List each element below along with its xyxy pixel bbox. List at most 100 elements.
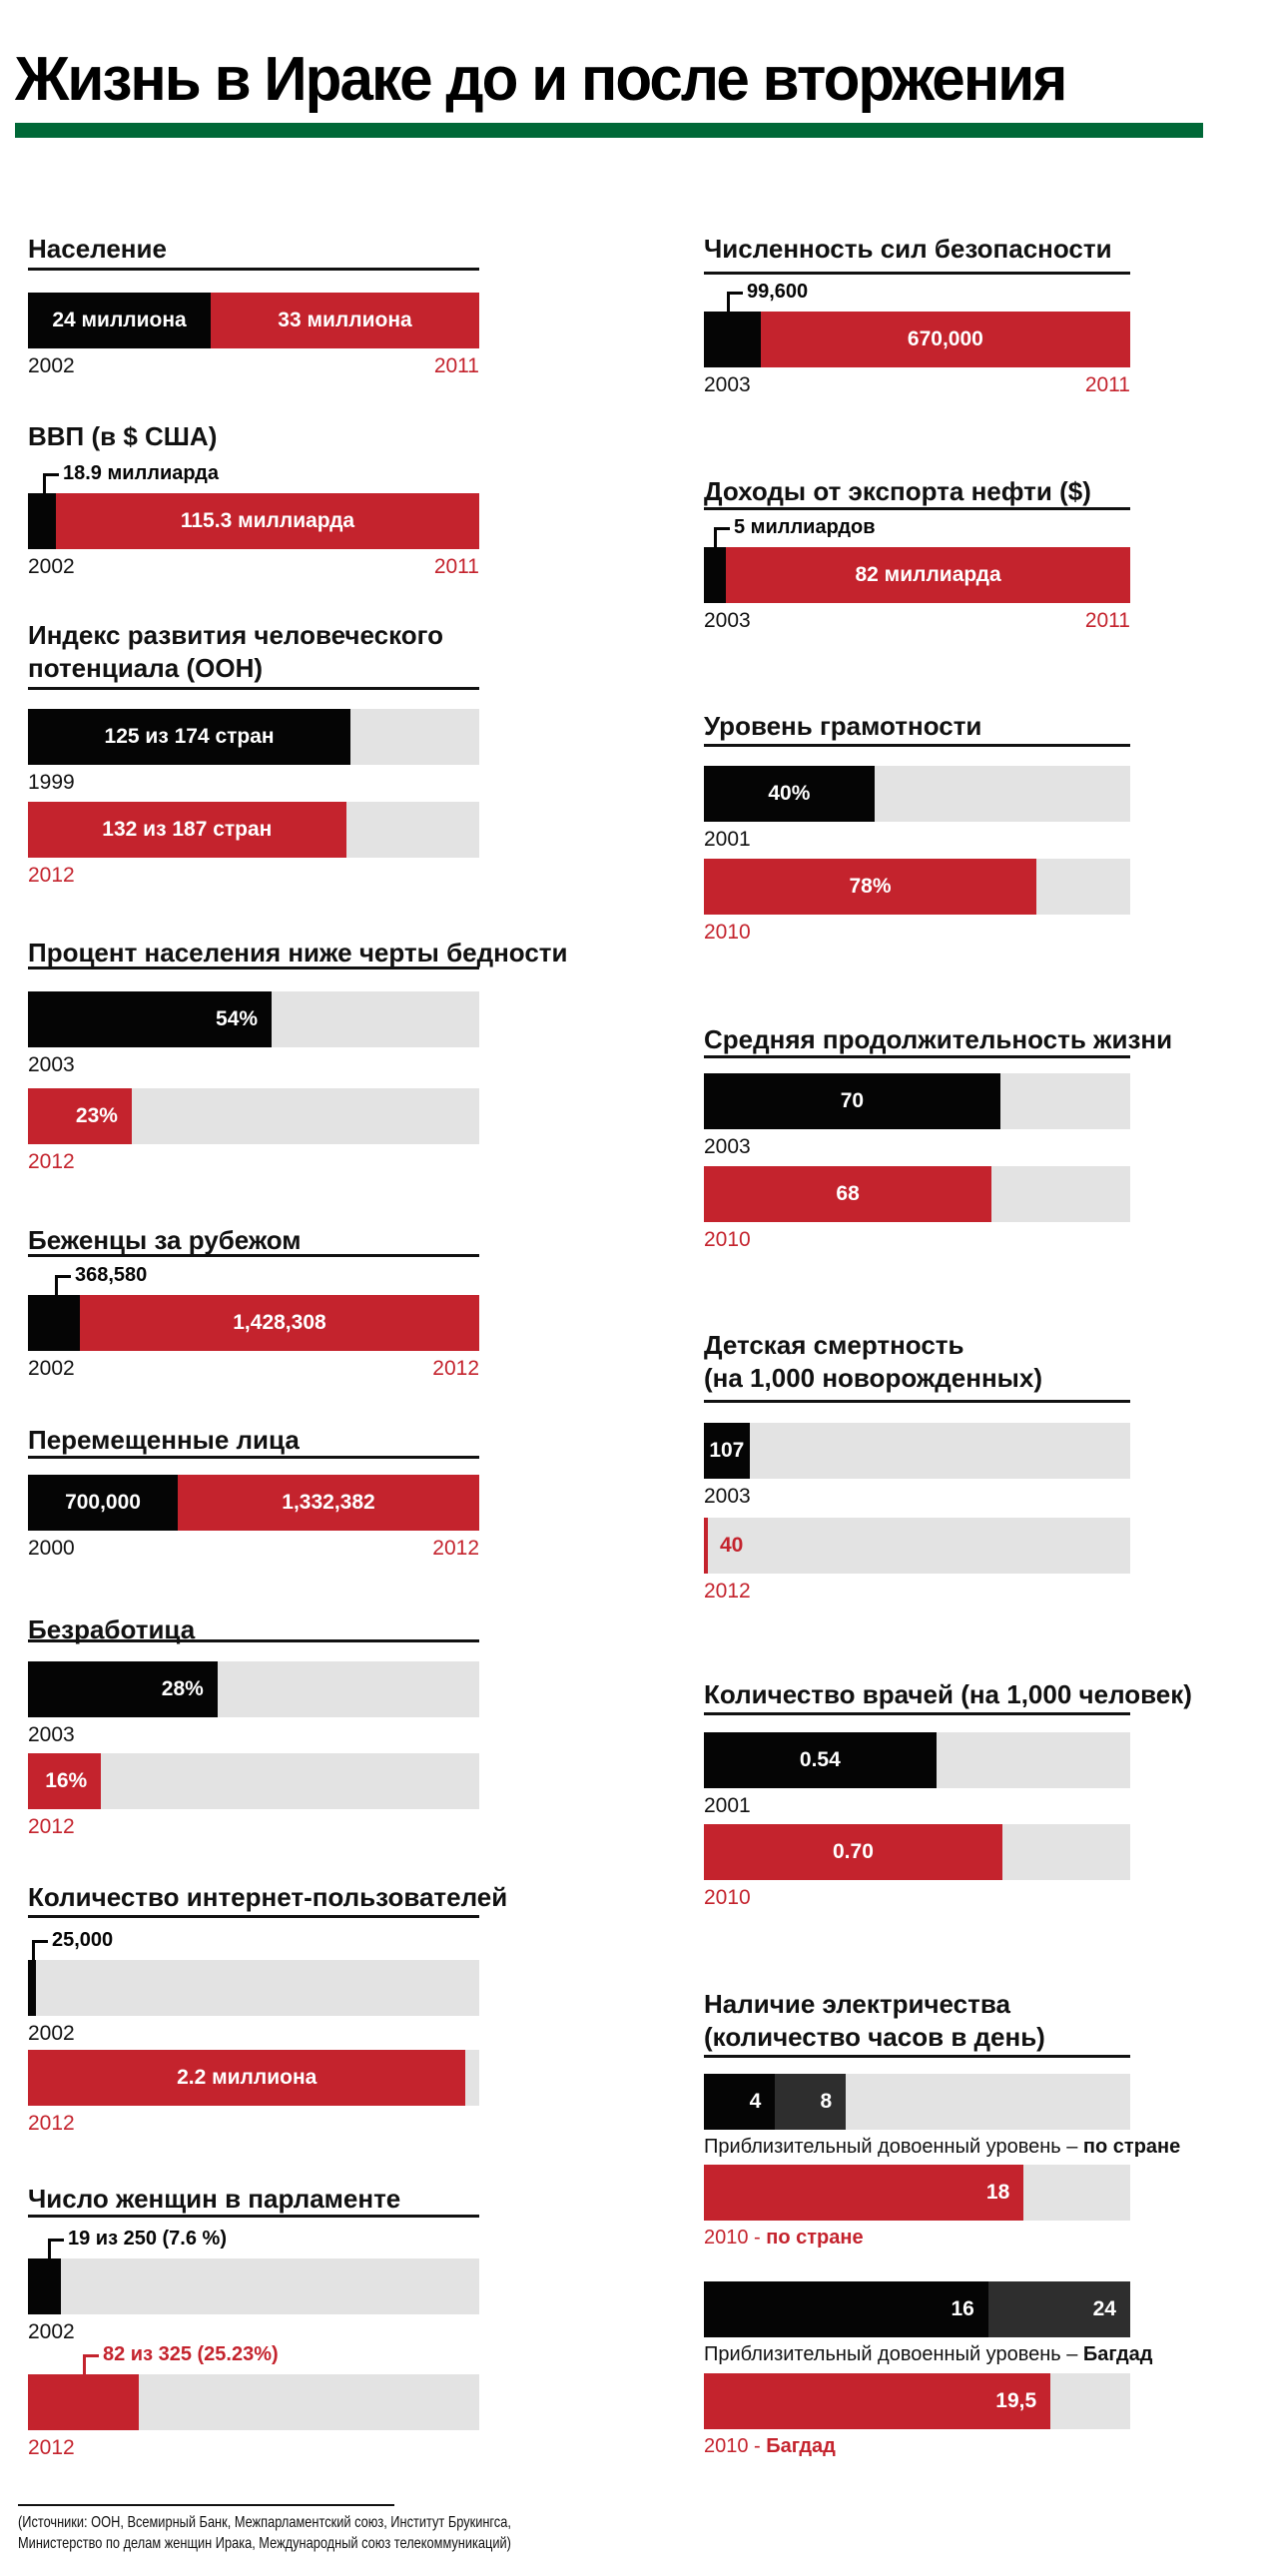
year-label: 2010 - по стране [704, 2227, 864, 2249]
callout-bracket [48, 2239, 64, 2258]
bar-value-label: 68 [836, 1182, 860, 1205]
caption-bold-part: по стране [766, 2227, 864, 2249]
bar-value-label: 40% [768, 782, 811, 805]
bar-value-label: 82 миллиарда [855, 563, 1001, 586]
bar-value-label: 19,5 [995, 2389, 1037, 2412]
bar-segment [28, 2374, 139, 2430]
callout-label: 18.9 миллиарда [63, 462, 219, 484]
section-title-rule [28, 2215, 479, 2218]
bar-row: 115.3 миллиарда [28, 493, 479, 549]
bar-fill-group: 16 24 [704, 2281, 1130, 2337]
callout-label: 19 из 250 (7.6 %) [68, 2228, 227, 2250]
section-title-rule [704, 1400, 1130, 1403]
section-title: Детская смертность (на 1,000 новорожденны… [704, 1330, 1042, 1393]
year-label-right: 2011 [433, 354, 479, 377]
bar-fill-group: 68 [704, 1166, 1130, 1222]
title-underline-bar [15, 123, 1203, 138]
year-label: 2003 [704, 609, 751, 632]
year-label: 2001 [704, 828, 751, 851]
bar-row: 78% [704, 859, 1130, 915]
footer-divider [18, 2504, 394, 2506]
bar-row: 0.70 [704, 1824, 1130, 1880]
bar-segment [28, 1960, 37, 2016]
bar-fill-group: 28% [28, 1661, 479, 1717]
section-title: Беженцы за рубежом [28, 1225, 302, 1255]
caption-bold-part: по стране [1082, 2136, 1181, 2158]
year-label-right: 2011 [433, 555, 479, 578]
bar-segment: 82 миллиарда [726, 547, 1130, 603]
bar-value-label: 18 [985, 2181, 1010, 2204]
bar-segment [28, 493, 57, 549]
section-title: Численность сил безопасности [704, 234, 1112, 264]
section-title-rule [704, 2055, 1130, 2058]
year-label: 2003 [704, 1135, 751, 1158]
bar-value-label: 1,332,382 [282, 1491, 375, 1514]
bar-segment: 1,332,382 [178, 1475, 479, 1531]
bar-fill-group: 23% [28, 1088, 479, 1144]
bar-value-label: 107 [709, 1439, 745, 1462]
bar-value-label: 70 [840, 1089, 865, 1112]
bar-fill-group: 700,000 1,332,382 [28, 1475, 479, 1531]
bar-row: 54% [28, 991, 479, 1047]
bar-segment: 2.2 миллиона [28, 2050, 466, 2106]
callout-bracket [32, 1940, 48, 1960]
bar-segment: 24 миллиона [28, 293, 212, 348]
bar-segment: 4 [704, 2074, 776, 2130]
bar-value-label-outside: 40 [720, 1534, 744, 1557]
section-title-rule [28, 1639, 479, 1642]
footer-sources: (Источники: ООН, Всемирный Банк, Межпарл… [18, 2512, 511, 2554]
year-label: 2003 [704, 373, 751, 396]
section-title: Число женщин в парламенте [28, 2184, 401, 2214]
bar-value-label: 28% [161, 1677, 204, 1700]
year-label: 2003 [28, 1053, 75, 1076]
year-label: 2010 [704, 921, 751, 944]
bar-segment: 132 из 187 стран [28, 802, 346, 858]
caption-bold-part: Багдад [1082, 2343, 1153, 2365]
section-title: Доходы от экспорта нефти ($) [704, 476, 1091, 506]
section-title: ВВП (в $ США) [28, 421, 218, 451]
bar-value-label: 132 из 187 стран [102, 818, 273, 841]
bar-segment: 40% [704, 766, 875, 822]
section-title: Количество интернет-пользователей [28, 1882, 508, 1912]
bar-fill-group: 82 миллиарда [704, 547, 1130, 603]
bar-row: 40% [704, 766, 1130, 822]
bar-row: 24 миллиона 33 миллиона [28, 293, 479, 348]
section-title-rule [28, 1915, 479, 1918]
section-title-rule [28, 687, 479, 690]
bar-value-label: 4 [749, 2090, 762, 2113]
callout-bracket [55, 1275, 71, 1295]
bar-segment: 28% [28, 1661, 218, 1717]
bar-row: 16% [28, 1753, 479, 1809]
section-title: Население [28, 234, 167, 264]
bar-value-label: 24 [1092, 2297, 1116, 2320]
callout-label: 82 из 325 (25.23%) [103, 2343, 279, 2365]
bar-segment: 115.3 миллиарда [56, 493, 479, 549]
bar-segment: 700,000 [28, 1475, 179, 1531]
bar-value-label: 670,000 [907, 327, 983, 350]
year-label-right: 2011 [1084, 609, 1130, 632]
callout-bracket [83, 2354, 99, 2374]
bar-row: 2.2 миллиона [28, 2050, 479, 2106]
bar-segment: 68 [704, 1166, 992, 1222]
bar-fill-group: 125 из 174 стран [28, 709, 479, 765]
bar-value-label: 0.70 [833, 1840, 874, 1863]
section-title-rule [28, 268, 479, 271]
bar-fill-group [28, 2374, 479, 2430]
bar-segment [28, 2258, 62, 2314]
year-label: Приблизительный довоенный уровень – по с… [704, 2136, 1181, 2158]
year-label: 1999 [28, 771, 75, 794]
bar-segment [704, 1518, 708, 1574]
bar-fill-group [28, 2258, 479, 2314]
bar-value-label: 115.3 миллиарда [180, 509, 355, 532]
bar-fill-group [704, 1518, 1130, 1574]
section-title-rule [704, 1055, 1130, 1058]
year-label: 2012 [28, 2112, 75, 2135]
bar-segment: 16% [28, 1753, 102, 1809]
year-label-right: 2012 [432, 1357, 479, 1380]
year-label: 2012 [28, 864, 75, 887]
section-title-rule [28, 966, 479, 969]
bar-segment: 107 [704, 1423, 750, 1479]
year-label: 2002 [28, 1357, 75, 1380]
bar-segment: 18 [704, 2165, 1024, 2221]
